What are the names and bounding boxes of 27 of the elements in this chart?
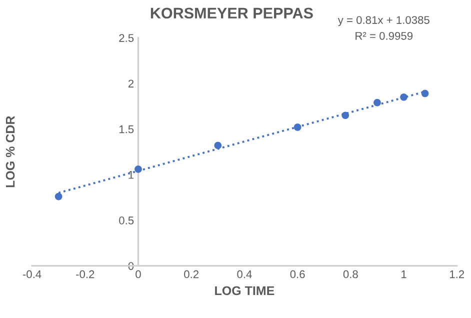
x-tick-label: -0.2 [76, 270, 94, 278]
point [134, 166, 142, 173]
y-tick-label: 2.5 [119, 34, 134, 42]
x-tick-label: -0.4 [22, 270, 42, 278]
x-axis-title: LOG TIME [215, 286, 274, 296]
text: y = 0.81x + 1.0385 [338, 16, 430, 26]
chart-title: KORSMEYER PEPPAS [150, 8, 313, 19]
y-tick-label: 0.5 [119, 216, 134, 224]
point [421, 90, 429, 98]
y-axis-title: LOG % CDR [6, 116, 15, 188]
x-tick-label: 0.4 [237, 270, 252, 278]
point [54, 192, 62, 200]
y-tick-label: 2 [128, 80, 134, 88]
y-tick-label: 1.5 [119, 125, 134, 134]
point [374, 98, 381, 106]
x-tick-label: 1 [402, 270, 406, 278]
point [214, 142, 222, 150]
x-tick-label: 0.6 [290, 270, 305, 278]
x-tick-label: 0.2 [184, 270, 199, 278]
annotation: R² = 0.9959 [356, 32, 413, 40]
point [294, 124, 302, 131]
y-tick-label: 1 [128, 171, 134, 179]
x-tick-label: 0 [136, 270, 141, 278]
point [400, 93, 408, 101]
x-tick-label: 1.2 [450, 270, 464, 278]
x-tick-label: 0.8 [343, 270, 358, 278]
point [342, 112, 350, 120]
